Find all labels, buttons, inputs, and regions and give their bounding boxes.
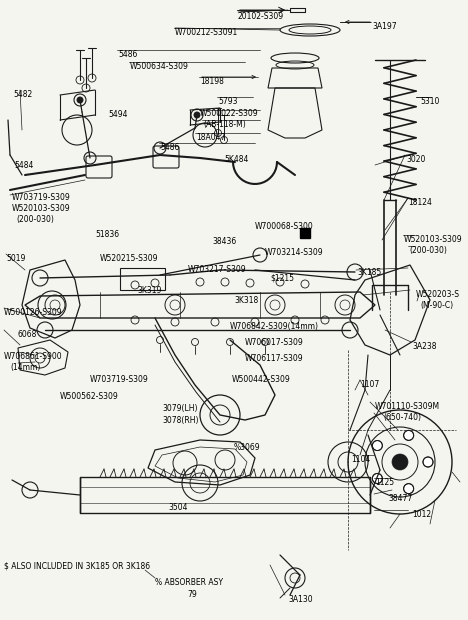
Text: 3A197: 3A197 <box>372 22 396 31</box>
Text: 18124: 18124 <box>408 198 432 207</box>
Text: 6068: 6068 <box>18 330 37 339</box>
Bar <box>120 268 165 290</box>
Text: W520215-S309: W520215-S309 <box>100 254 159 263</box>
Text: 18A047: 18A047 <box>196 133 226 142</box>
Text: W706861-S900: W706861-S900 <box>4 352 63 361</box>
Text: 51836: 51836 <box>95 230 119 239</box>
Text: W703719-S309: W703719-S309 <box>90 375 149 384</box>
Text: 5484: 5484 <box>14 161 33 170</box>
Text: 38436: 38436 <box>212 237 236 246</box>
Text: 3A130: 3A130 <box>288 595 313 604</box>
Text: W706017-S309: W706017-S309 <box>245 338 304 347</box>
Text: 18198: 18198 <box>200 77 224 86</box>
Text: W500562-S309: W500562-S309 <box>60 392 119 401</box>
Text: 3K185: 3K185 <box>357 268 381 277</box>
Circle shape <box>373 474 382 484</box>
Text: 3079(LH): 3079(LH) <box>162 404 197 413</box>
Text: 5310: 5310 <box>420 97 439 106</box>
Text: W703214-S309: W703214-S309 <box>265 248 324 257</box>
Text: W520203-S: W520203-S <box>416 290 460 299</box>
Text: 3A238: 3A238 <box>412 342 437 351</box>
Text: %3069: %3069 <box>234 443 261 452</box>
Text: (200-030): (200-030) <box>409 246 447 255</box>
Bar <box>300 228 310 238</box>
Text: 5482: 5482 <box>13 90 32 99</box>
Text: 5K484: 5K484 <box>224 155 249 164</box>
Circle shape <box>194 112 200 118</box>
Text: 3078(RH): 3078(RH) <box>162 416 198 425</box>
Text: W520103-S309: W520103-S309 <box>12 204 71 213</box>
Text: (M-90-C): (M-90-C) <box>420 301 453 310</box>
Text: (650-740): (650-740) <box>383 413 421 422</box>
Text: $ ALSO INCLUDED IN 3K185 OR 3K186: $ ALSO INCLUDED IN 3K185 OR 3K186 <box>4 561 150 570</box>
Text: % ABSORBER ASY: % ABSORBER ASY <box>155 578 223 587</box>
Text: 79: 79 <box>187 590 197 599</box>
Text: W500022-S309: W500022-S309 <box>200 109 259 118</box>
Text: W703217-S309: W703217-S309 <box>188 265 247 274</box>
Text: W700068-S300: W700068-S300 <box>255 222 314 231</box>
Text: 5019: 5019 <box>6 254 25 263</box>
Text: W703719-S309: W703719-S309 <box>12 193 71 202</box>
Text: 20102-S309: 20102-S309 <box>238 12 284 21</box>
Text: 3K319: 3K319 <box>137 286 161 295</box>
Text: 5486: 5486 <box>160 143 179 152</box>
Text: 38477: 38477 <box>388 494 412 503</box>
Text: W500634-S309: W500634-S309 <box>130 62 189 71</box>
Circle shape <box>404 484 414 494</box>
Text: W500126-S309: W500126-S309 <box>4 308 63 317</box>
Text: 3020: 3020 <box>406 155 425 164</box>
Circle shape <box>77 97 83 103</box>
Text: W520103-S309: W520103-S309 <box>404 235 463 244</box>
Text: 5494: 5494 <box>108 110 127 119</box>
Text: W706117-S309: W706117-S309 <box>245 354 304 363</box>
Text: 3K318: 3K318 <box>234 296 258 305</box>
Text: (200-030): (200-030) <box>16 215 54 224</box>
Text: W700212-S3091: W700212-S3091 <box>175 28 238 37</box>
Circle shape <box>404 430 414 440</box>
Text: 5486: 5486 <box>118 50 138 59</box>
Text: 1107: 1107 <box>360 380 379 389</box>
Circle shape <box>392 454 408 470</box>
Text: 1125: 1125 <box>375 478 394 487</box>
Text: 3504: 3504 <box>168 503 188 512</box>
Text: $1215: $1215 <box>270 274 294 283</box>
Text: 1104: 1104 <box>351 455 370 464</box>
Text: 1012: 1012 <box>412 510 431 519</box>
Text: (AB-118-M): (AB-118-M) <box>203 120 246 129</box>
Text: W701110-S309M: W701110-S309M <box>375 402 440 411</box>
Text: W500442-S309: W500442-S309 <box>232 375 291 384</box>
Text: 5793: 5793 <box>218 97 237 106</box>
Text: (14mm): (14mm) <box>10 363 40 372</box>
Text: W706842-S309(14mm): W706842-S309(14mm) <box>230 322 319 331</box>
Circle shape <box>373 441 382 451</box>
Circle shape <box>423 457 433 467</box>
